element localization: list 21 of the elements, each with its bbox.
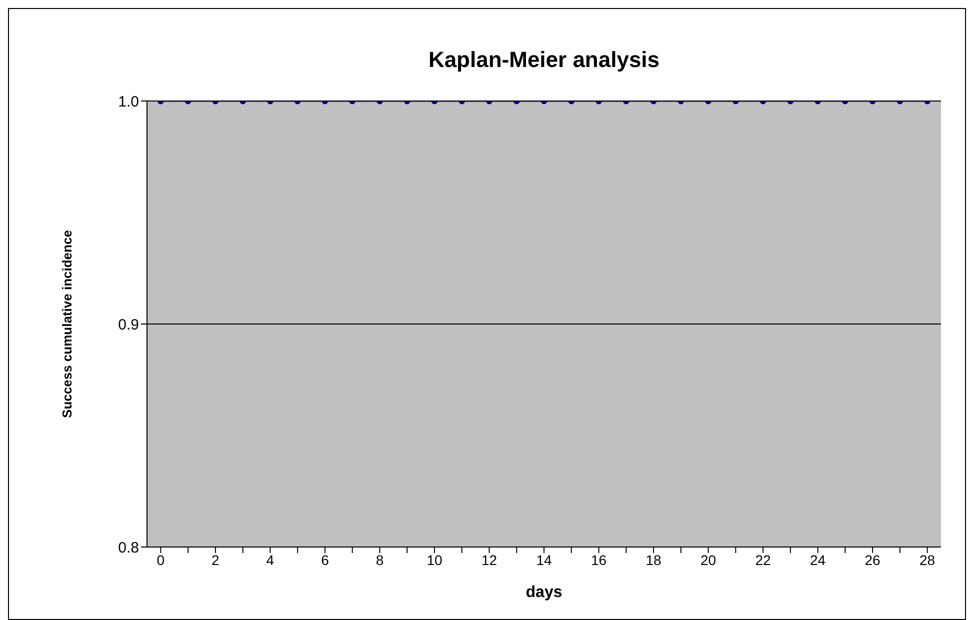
x-tick-label: 12 xyxy=(481,552,498,568)
x-tick-label: 28 xyxy=(920,552,936,568)
x-tick-label: 4 xyxy=(266,552,274,568)
x-tick-label: 8 xyxy=(376,552,384,568)
y-tick-label: 1.0 xyxy=(118,93,139,110)
x-tick-label: 26 xyxy=(864,552,881,568)
x-tick-label: 2 xyxy=(212,552,220,568)
y-axis-title: Success cumulative incidence xyxy=(60,230,75,418)
x-tick-label: 0 xyxy=(156,552,165,568)
x-tick-label: 10 xyxy=(426,552,442,568)
x-tick-label: 6 xyxy=(321,552,330,568)
x-tick-label: 24 xyxy=(810,552,826,568)
y-tick-label: 0.9 xyxy=(118,316,139,334)
x-tick-label: 18 xyxy=(646,552,662,568)
x-tick-label: 20 xyxy=(700,552,716,568)
x-tick-label: 22 xyxy=(755,552,772,568)
x-tick-label: 16 xyxy=(590,552,607,568)
x-tick-label: 14 xyxy=(536,552,552,568)
chart-title: Kaplan-Meier analysis xyxy=(427,47,661,73)
x-axis-title: days xyxy=(526,584,562,601)
y-tick-label: 0.8 xyxy=(118,539,139,556)
